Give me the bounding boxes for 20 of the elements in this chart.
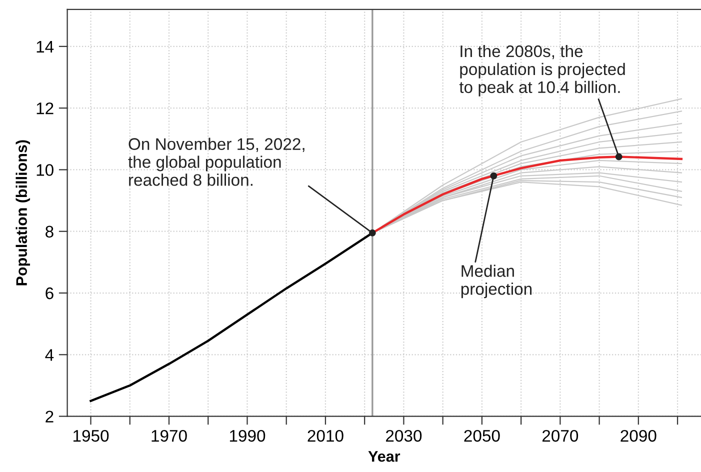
x-tick-label: 2070 xyxy=(542,430,578,442)
annotation: Median projection xyxy=(461,264,532,298)
annotation: On November 15, 2022, the global population reached 8 billion. xyxy=(128,138,304,186)
x-tick-label: 2010 xyxy=(308,430,344,442)
y-tick-label: 14 xyxy=(36,41,54,52)
y-tick-label: 8 xyxy=(46,226,54,238)
y-tick-label: 2 xyxy=(46,410,54,422)
x-tick-label: 2050 xyxy=(464,430,500,442)
x-tick-label: 1990 xyxy=(230,430,266,442)
y-tick-label: 10 xyxy=(36,164,54,176)
x-axis-title: Year xyxy=(368,451,400,462)
x-tick-label: 1950 xyxy=(74,430,109,442)
y-tick-label: 6 xyxy=(46,287,54,300)
y-tick-label: 12 xyxy=(36,102,54,114)
y-tick-label: 4 xyxy=(45,349,54,361)
x-tick-label: 2090 xyxy=(620,430,656,442)
x-tick-label: 1970 xyxy=(152,430,187,442)
x-tick-label: 2030 xyxy=(386,430,422,442)
y-axis-title: Population (billions) xyxy=(16,140,30,286)
annotation: In the 2080s, the population is projected to peak at 10.4 billion. xyxy=(459,44,625,96)
